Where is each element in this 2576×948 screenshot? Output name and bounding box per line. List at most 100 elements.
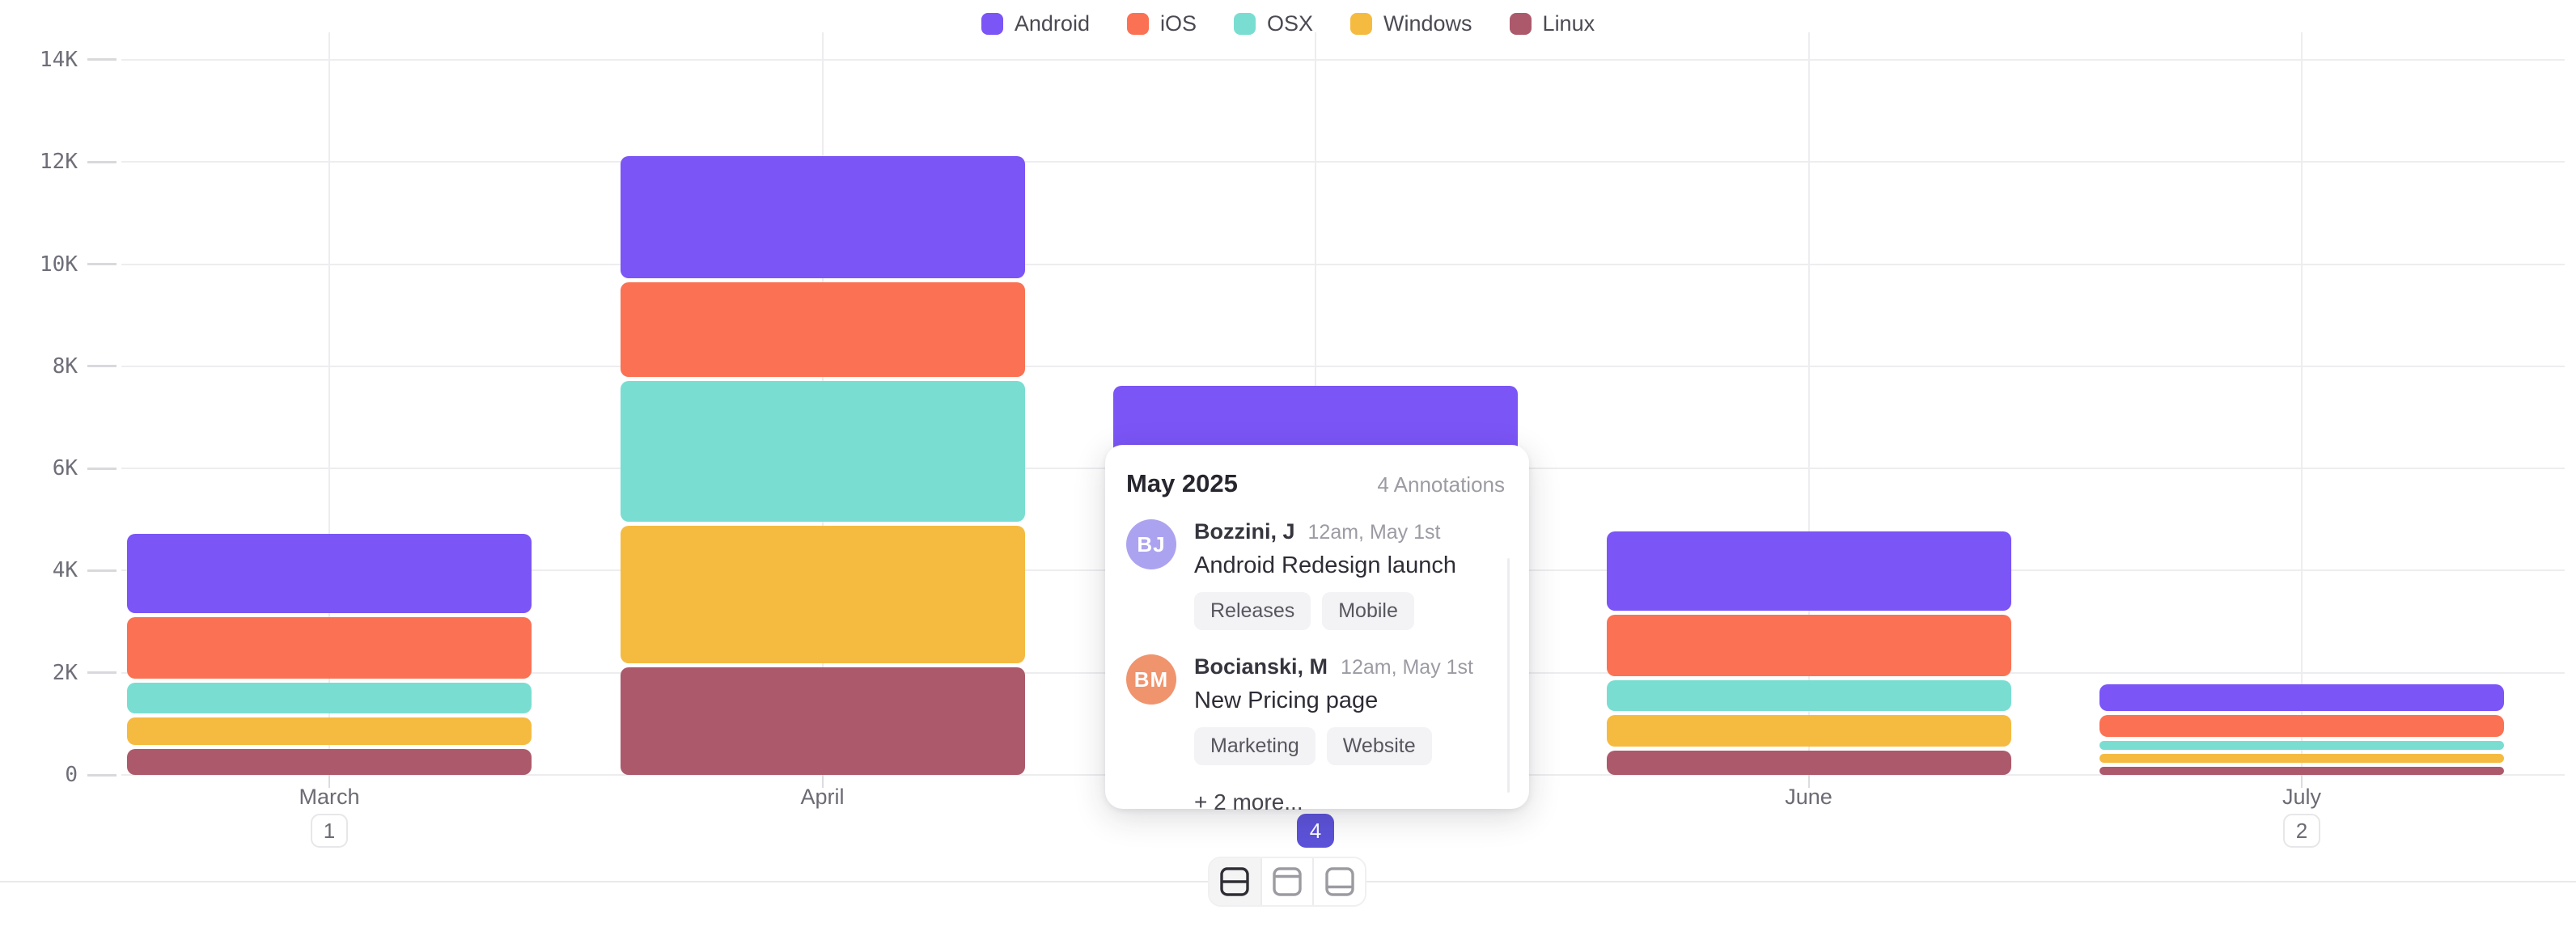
annotation-item[interactable]: BJ Bozzini, J 12am, May 1st Android Redesig… [1126,519,1505,630]
y-axis-label: 0 [65,763,78,787]
x-axis-tick [2301,775,2303,788]
y-axis-tick [87,263,117,265]
y-axis-label: 12K [40,150,78,175]
y-axis-tick [87,569,117,572]
annotation-timestamp: 12am, May 1st [1307,521,1441,544]
legend-swatch-icon [1509,13,1532,35]
y-axis-label: 4K [52,558,78,583]
legend-item-osx[interactable]: OSX [1233,11,1314,36]
annotation-body: Bozzini, J 12am, May 1st Android Redesign … [1194,519,1505,630]
legend-swatch-icon [1233,13,1256,35]
popover-annotation-count: 4 Annotations [1377,472,1505,497]
annotation-text: New Pricing page [1194,688,1379,713]
bar-july-osx[interactable] [2099,741,2504,751]
y-axis-label: 14K [40,47,78,72]
annotation-item[interactable]: BM Bocianski, M 12am, May 1st New Pricing p… [1126,654,1505,765]
legend-item-label: iOS [1159,11,1197,36]
legend-item-label: Linux [1542,11,1595,36]
bar-june-ios[interactable] [1606,614,2011,676]
annotation-list: BJ Bozzini, J 12am, May 1st Android Redesig… [1126,519,1505,765]
bar-march-ios[interactable] [127,617,532,679]
y-axis-tick [87,58,117,61]
view-toggle-header-top[interactable] [1260,858,1313,905]
legend-item-android[interactable]: Android [981,11,1090,36]
y-axis-label: 10K [40,252,78,277]
annotation-author-avatar: BM [1126,654,1176,705]
bar-march-linux[interactable] [127,749,532,775]
legend-item-label: OSX [1266,11,1314,36]
legend-item-label: Windows [1383,11,1472,36]
y-axis-label: 2K [52,660,78,685]
y-axis-tick [87,671,117,675]
x-axis-label-march: March [299,785,360,809]
annotation-badge-july[interactable]: 2 [2283,814,2320,848]
x-axis-tick [821,775,824,788]
legend-swatch-icon [1126,13,1149,35]
legend-swatch-icon [981,13,1003,35]
bar-april-android[interactable] [620,155,1025,279]
bar-june-android[interactable] [1606,531,2011,611]
y-axis-tick [87,365,117,368]
annotation-author-avatar: BJ [1126,519,1176,569]
y-gridline [121,263,2565,265]
legend-item-windows[interactable]: Windows [1350,11,1472,36]
split-rows-icon [1220,867,1250,896]
y-gridline [121,58,2565,61]
bar-june-windows[interactable] [1606,714,2011,747]
annotation-author-name: Bozzini, J [1194,519,1295,544]
annotation-meta-row: Bozzini, J 12am, May 1st [1194,519,1505,544]
bar-april-windows[interactable] [620,525,1025,664]
bar-april-linux[interactable] [620,667,1025,775]
bar-july-android[interactable] [2099,684,2504,712]
annotation-tag: Marketing [1194,727,1316,765]
bar-july-ios[interactable] [2099,715,2504,738]
view-toggle-split-rows[interactable] [1210,858,1260,905]
bar-march-windows[interactable] [127,717,532,746]
annotation-badge-march[interactable]: 1 [311,814,348,848]
annotation-tags: Marketing Website [1194,727,1505,765]
bar-april-osx[interactable] [620,381,1025,522]
x-axis-label-july: July [2282,785,2321,809]
x-gridline [328,32,330,775]
x-axis-label-june: June [1785,785,1832,809]
x-gridline [2301,32,2303,775]
y-axis-label: 6K [52,456,78,481]
annotation-author-name: Bocianski, M [1194,654,1328,679]
y-axis-tick [87,773,117,777]
bar-july-windows[interactable] [2099,754,2504,763]
legend-item-label: Android [1014,11,1090,36]
y-gridline [121,365,2565,367]
footer-bottom-icon [1324,867,1354,896]
annotation-tag: Releases [1194,592,1311,630]
bar-april-ios[interactable] [620,282,1025,378]
show-more-annotations-link[interactable]: + 2 more... [1194,789,1303,815]
bar-march-android[interactable] [127,534,532,613]
annotation-tag: Mobile [1322,592,1414,630]
legend-item-ios[interactable]: iOS [1126,11,1197,36]
y-axis-tick [87,467,117,470]
y-gridline [121,161,2565,163]
bar-june-linux[interactable] [1606,751,2011,775]
bar-june-osx[interactable] [1606,679,2011,711]
chart-legend: Android iOS OSX Windows Linux [0,11,2576,36]
annotation-tags: Releases Mobile [1194,592,1505,630]
x-axis-tick [1807,775,1810,788]
annotation-timestamp: 12am, May 1st [1341,656,1473,679]
popover-header: May 2025 4 Annotations [1126,469,1505,498]
view-toggle-footer-bottom[interactable] [1312,858,1365,905]
bar-july-linux[interactable] [2099,766,2504,775]
annotations-popover: May 2025 4 Annotations BJ Bozzini, J 12am,… [1105,445,1529,815]
annotation-text: Android Redesign launch [1194,552,1457,578]
legend-swatch-icon [1350,13,1373,35]
x-axis-label-april: April [800,785,845,809]
annotation-tag: Website [1326,727,1432,765]
annotation-meta-row: Bocianski, M 12am, May 1st [1194,654,1505,679]
annotation-badge-may[interactable]: 4 [1297,814,1334,848]
bar-march-osx[interactable] [127,682,532,713]
x-axis-tick [328,775,330,788]
legend-item-linux[interactable]: Linux [1509,11,1595,36]
popover-scrollbar[interactable] [1507,558,1510,793]
y-axis-label: 8K [52,353,78,379]
chart-view-toggle-group [1208,857,1366,907]
